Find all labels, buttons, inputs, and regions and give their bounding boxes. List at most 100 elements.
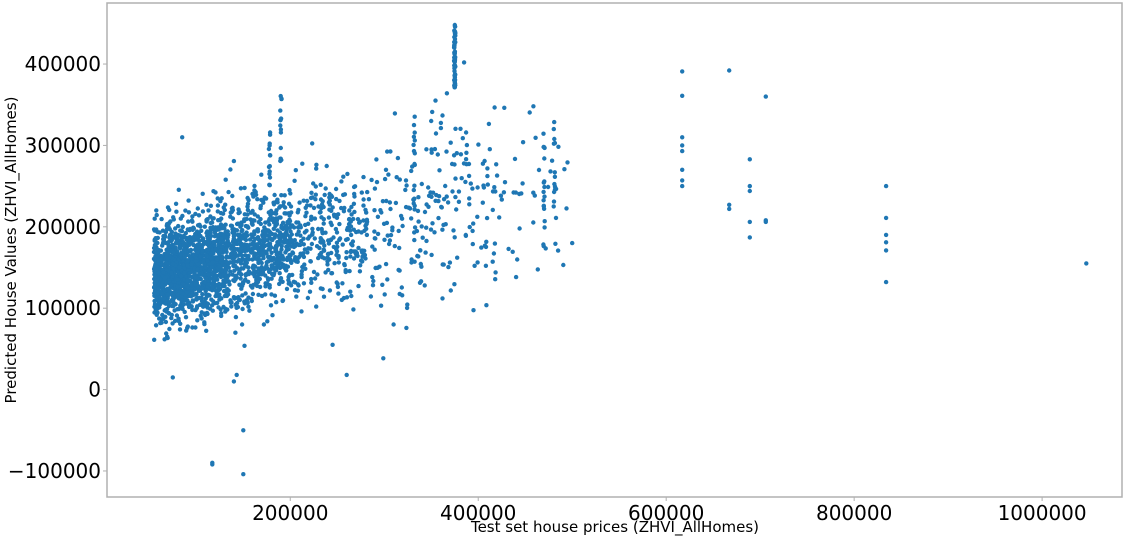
data-point (344, 295, 350, 300)
data-point (513, 190, 518, 195)
data-point (162, 275, 168, 281)
data-point (228, 251, 234, 257)
data-point (357, 269, 363, 274)
data-point (229, 304, 234, 309)
data-point (475, 214, 480, 219)
data-point (240, 306, 245, 312)
data-point (238, 242, 243, 247)
data-point (356, 283, 361, 289)
data-point (533, 135, 538, 140)
data-point (299, 269, 305, 274)
data-point (278, 127, 284, 132)
data-point (334, 252, 339, 258)
data-point (298, 242, 303, 248)
data-point (498, 193, 504, 198)
data-point (330, 205, 335, 210)
data-point (170, 261, 176, 267)
data-point (159, 317, 164, 322)
data-point (412, 225, 418, 230)
data-point (225, 275, 230, 280)
data-point (384, 198, 389, 204)
data-point (351, 256, 357, 261)
data-point (298, 233, 303, 238)
data-point (452, 73, 457, 78)
data-point (312, 216, 318, 221)
data-point (177, 327, 183, 332)
data-point (380, 282, 385, 287)
data-point (311, 181, 316, 186)
data-point (259, 172, 264, 177)
data-point (471, 308, 476, 313)
data-point (224, 235, 229, 240)
data-point (321, 294, 327, 299)
data-point (184, 274, 189, 279)
data-point (217, 217, 223, 223)
data-point (236, 297, 242, 302)
plot-frame (106, 2, 1123, 498)
data-point (154, 312, 159, 317)
data-point (304, 198, 310, 204)
data-point (452, 29, 458, 35)
data-point (308, 259, 313, 264)
data-point (422, 283, 427, 288)
data-point (440, 296, 445, 301)
data-point (556, 144, 561, 149)
data-point (399, 216, 405, 221)
data-point (200, 292, 205, 297)
data-point (272, 266, 278, 271)
data-point (372, 229, 377, 234)
data-point (273, 216, 279, 221)
data-point (303, 214, 308, 219)
data-point (173, 226, 178, 231)
data-point (218, 282, 224, 287)
data-point (160, 297, 166, 302)
data-point (386, 172, 391, 177)
data-point (178, 273, 184, 279)
data-point (179, 298, 184, 304)
x-tick-label: 600000 (628, 501, 704, 525)
data-point (158, 320, 163, 326)
data-point (230, 227, 235, 232)
data-point (266, 277, 271, 282)
data-point (309, 280, 314, 285)
data-point (680, 183, 685, 189)
data-point (241, 472, 246, 477)
data-point (412, 114, 417, 119)
data-point (180, 224, 185, 230)
data-point (209, 251, 214, 256)
data-point (542, 225, 547, 230)
data-point (358, 263, 363, 268)
data-point (258, 203, 263, 209)
data-point (247, 237, 253, 242)
data-point (331, 244, 336, 250)
data-point (458, 126, 463, 131)
data-point (279, 96, 284, 101)
data-point (370, 244, 375, 249)
data-point (209, 220, 215, 225)
data-point (194, 234, 200, 240)
data-point (318, 209, 323, 215)
data-point (429, 252, 434, 258)
data-point (173, 231, 178, 236)
data-point (446, 264, 451, 270)
data-point (268, 208, 274, 214)
data-point (217, 264, 223, 269)
data-point (302, 247, 308, 252)
data-point (304, 203, 310, 208)
data-point (409, 216, 414, 221)
data-point (228, 260, 233, 265)
data-point (452, 58, 457, 64)
data-point (405, 302, 410, 307)
data-point (452, 44, 457, 50)
data-point (301, 198, 306, 203)
data-point (375, 265, 380, 270)
data-point (349, 293, 354, 299)
data-point (222, 293, 227, 299)
data-point (372, 247, 377, 252)
data-point (204, 202, 209, 207)
data-point (317, 245, 322, 251)
data-point (290, 251, 296, 256)
data-point (438, 125, 444, 131)
data-point (350, 239, 356, 244)
data-point (470, 186, 475, 191)
